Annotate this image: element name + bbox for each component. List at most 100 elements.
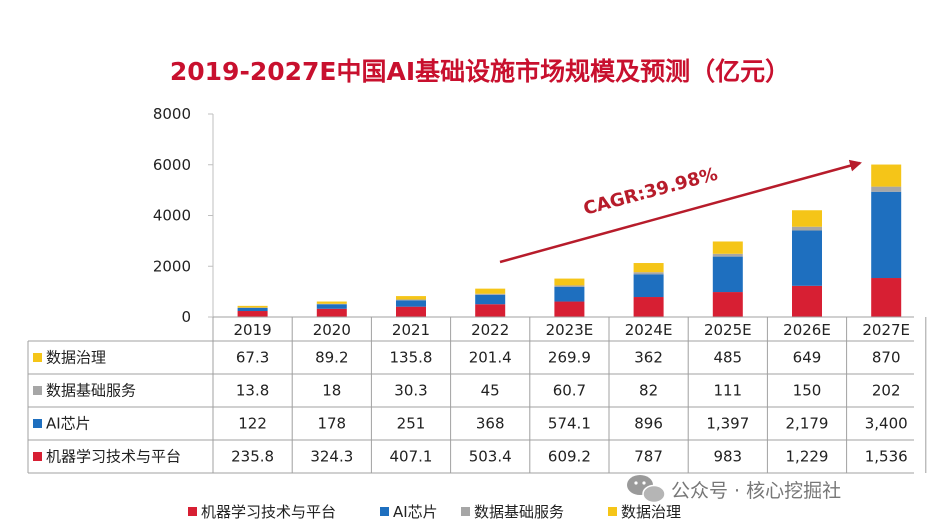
bar-segment — [475, 294, 506, 305]
bar-segment — [554, 285, 585, 287]
table-cell: 407.1 — [390, 448, 433, 466]
table-cell: 30.3 — [394, 382, 427, 400]
x-tick-label: 2026E — [783, 321, 831, 339]
bar-segment — [633, 272, 664, 275]
bar-segment — [871, 278, 902, 317]
table-cell: 870 — [872, 349, 901, 367]
x-tick-label: 2021 — [392, 321, 430, 339]
y-tick-label: 6000 — [153, 156, 191, 174]
table-cell: 45 — [481, 382, 500, 400]
table-cell: 3,400 — [865, 415, 908, 433]
bar-segment — [316, 301, 347, 304]
table-cell: 201.4 — [469, 349, 512, 367]
y-tick-label: 0 — [181, 308, 191, 326]
y-tick-label: 8000 — [153, 105, 191, 123]
table-cell: 122 — [238, 415, 267, 433]
row-swatch — [33, 419, 42, 428]
table-cell: 18 — [322, 382, 341, 400]
bar-segment — [633, 297, 664, 317]
bar-segment — [396, 296, 426, 300]
row-swatch — [33, 452, 42, 461]
table-cell: 89.2 — [315, 349, 348, 367]
legend-item: 数据基础服务 — [474, 503, 564, 521]
table-cell: 150 — [793, 382, 822, 400]
cagr-arrow — [499, 159, 862, 264]
bar-segment — [475, 293, 506, 295]
bar-segment — [237, 307, 268, 312]
table-cell: 111 — [713, 382, 742, 400]
table-cell: 787 — [634, 448, 663, 466]
bar-segment — [871, 186, 902, 192]
data-table: 2019 2020 2021 2022 2023E 2024E 2025E 2026E 2027… — [27, 316, 927, 474]
table-cell: 574.1 — [548, 415, 591, 433]
chart-title: 2019-2027E中国AI基础设施市场规模及预测（亿元） — [170, 57, 790, 86]
table-cell: 1,397 — [706, 415, 749, 433]
table-cell: 896 — [634, 415, 663, 433]
table-cell: 983 — [713, 448, 742, 466]
x-tick-label: 2019 — [234, 321, 272, 339]
row-swatch — [33, 386, 42, 395]
bar-segment — [316, 308, 347, 317]
y-tick-label: 4000 — [153, 207, 191, 225]
legend-item: 数据治理 — [621, 503, 681, 521]
plot-area — [237, 164, 902, 317]
bar-segment — [792, 285, 822, 317]
table-cell: 362 — [634, 349, 663, 367]
legend-item: AI芯片 — [393, 503, 438, 521]
table-cell: 251 — [397, 415, 426, 433]
x-tick-label: 2022 — [471, 321, 509, 339]
table-cell: 324.3 — [310, 448, 353, 466]
bar-segment — [712, 292, 743, 317]
x-tick-label: 2027E — [862, 321, 910, 339]
legend-swatch — [188, 507, 197, 516]
y-tick-label: 2000 — [153, 257, 191, 275]
table-cell: 503.4 — [469, 448, 512, 466]
table-cell: 368 — [476, 415, 505, 433]
table-cell: 67.3 — [236, 349, 269, 367]
table-cell: 1,229 — [786, 448, 829, 466]
x-tick-label: 2024E — [625, 321, 673, 339]
legend-item: 机器学习技术与平台 — [201, 503, 336, 521]
x-tick-label: 2023E — [546, 321, 594, 339]
bar-segment — [316, 304, 347, 309]
bar-segment — [237, 311, 268, 317]
table-cell: 13.8 — [236, 382, 269, 400]
row-swatch — [33, 353, 42, 362]
table-cell: 269.9 — [548, 349, 591, 367]
bar-segment — [475, 304, 506, 317]
legend-swatch — [461, 507, 470, 516]
bar-segment — [396, 300, 426, 307]
bar-segment — [792, 210, 822, 227]
table-cell: 235.8 — [231, 448, 274, 466]
cagr-label: CAGR:39.98% — [581, 164, 720, 220]
bar-segment — [792, 230, 822, 286]
table-cell: 82 — [639, 382, 658, 400]
table-cell: 649 — [793, 349, 822, 367]
bar-segment — [396, 306, 426, 317]
row-label: 数据治理 — [46, 349, 106, 367]
bar-segment — [633, 263, 664, 273]
bar-segment — [792, 226, 822, 231]
row-label: 数据基础服务 — [46, 382, 136, 400]
y-axis: 0 2000 4000 6000 8000 — [153, 105, 214, 326]
table-cell: 178 — [317, 415, 346, 433]
x-tick-label: 2025E — [704, 321, 752, 339]
table-cell: 2,179 — [786, 415, 829, 433]
table-cell: 485 — [713, 349, 742, 367]
table-cell: 1,536 — [865, 448, 908, 466]
wechat-icon — [627, 475, 666, 504]
bar-segment — [554, 286, 585, 302]
table-cell: 609.2 — [548, 448, 591, 466]
table-cell: 135.8 — [390, 349, 433, 367]
bar-segment — [712, 241, 743, 254]
bar-segment — [554, 301, 585, 317]
watermark-text: 公众号 · 核心挖掘社 — [671, 480, 841, 502]
bar-segment — [871, 164, 902, 187]
legend: 机器学习技术与平台 AI芯片 数据基础服务 数据治理 — [188, 503, 681, 521]
bar-segment — [475, 288, 506, 294]
bar-segment — [871, 191, 902, 279]
bar-segment — [633, 274, 664, 298]
bar-segment — [712, 256, 743, 293]
watermark: 公众号 · 核心挖掘社 — [627, 475, 841, 504]
